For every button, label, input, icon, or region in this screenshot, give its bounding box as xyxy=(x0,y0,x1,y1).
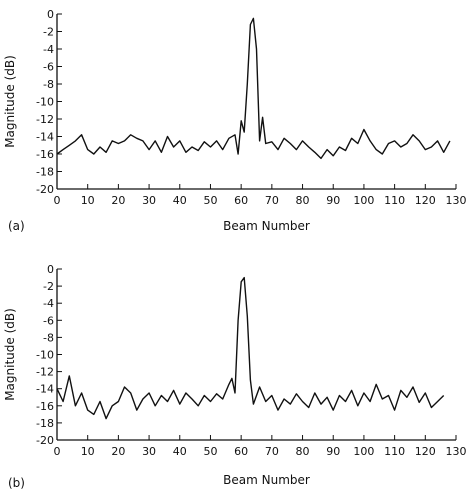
x-tick-label: 110 xyxy=(384,194,405,207)
x-tick-label: 110 xyxy=(384,445,405,458)
y-tick-label: -18 xyxy=(36,166,54,179)
y-tick-label: -14 xyxy=(36,131,54,144)
y-tick-label: -12 xyxy=(36,113,54,126)
x-tick-label: 90 xyxy=(326,445,340,458)
x-tick-label: 100 xyxy=(353,445,374,458)
y-tick-label: -8 xyxy=(43,78,54,91)
x-tick-label: 60 xyxy=(234,194,248,207)
y-tick-label: -20 xyxy=(36,183,54,196)
y-tick-label: 0 xyxy=(47,8,54,21)
x-axis-label: Beam Number xyxy=(223,473,310,487)
x-tick-label: 130 xyxy=(446,194,467,207)
x-tick-label: 20 xyxy=(111,445,125,458)
y-axis-label: Magnitude (dB) xyxy=(3,55,17,148)
x-tick-label: 120 xyxy=(415,194,436,207)
x-tick-label: 40 xyxy=(173,445,187,458)
x-tick-label: 100 xyxy=(353,194,374,207)
y-tick-label: -20 xyxy=(36,434,54,447)
x-tick-label: 90 xyxy=(326,194,340,207)
x-axis-label: Beam Number xyxy=(223,219,310,233)
x-tick-label: 0 xyxy=(54,445,61,458)
x-tick-label: 20 xyxy=(111,194,125,207)
x-tick-label: 30 xyxy=(142,194,156,207)
y-tick-label: -16 xyxy=(36,148,54,161)
y-tick-label: -6 xyxy=(43,314,54,327)
x-tick-label: 120 xyxy=(415,445,436,458)
y-tick-label: -6 xyxy=(43,61,54,74)
y-tick-label: -4 xyxy=(43,297,54,310)
series-line xyxy=(56,17,451,160)
x-tick-label: 70 xyxy=(265,194,279,207)
y-tick-label: -10 xyxy=(36,96,54,109)
x-tick-label: 10 xyxy=(81,194,95,207)
y-tick-label: -2 xyxy=(43,280,54,293)
x-tick-label: 80 xyxy=(296,194,310,207)
x-tick-label: 40 xyxy=(173,194,187,207)
y-tick-label: -8 xyxy=(43,331,54,344)
y-tick-label: -10 xyxy=(36,349,54,362)
y-axis-label: Magnitude (dB) xyxy=(3,308,17,401)
x-tick-label: 70 xyxy=(265,445,279,458)
y-tick-label: -4 xyxy=(43,43,54,56)
x-tick-label: 50 xyxy=(203,194,217,207)
x-tick-label: 80 xyxy=(296,445,310,458)
x-tick-label: 0 xyxy=(54,194,61,207)
x-tick-label: 60 xyxy=(234,445,248,458)
x-tick-label: 50 xyxy=(203,445,217,458)
x-tick-label: 10 xyxy=(81,445,95,458)
y-tick-label: -18 xyxy=(36,417,54,430)
y-tick-label: 0 xyxy=(47,263,54,276)
series-line xyxy=(56,276,445,420)
x-tick-label: 30 xyxy=(142,445,156,458)
y-tick-label: -14 xyxy=(36,383,54,396)
x-tick-label: 130 xyxy=(446,445,467,458)
y-tick-label: -16 xyxy=(36,400,54,413)
panel-label: (b) xyxy=(8,476,25,490)
y-tick-label: -2 xyxy=(43,26,54,39)
panel-label: (a) xyxy=(8,219,25,233)
y-tick-label: -12 xyxy=(36,366,54,379)
